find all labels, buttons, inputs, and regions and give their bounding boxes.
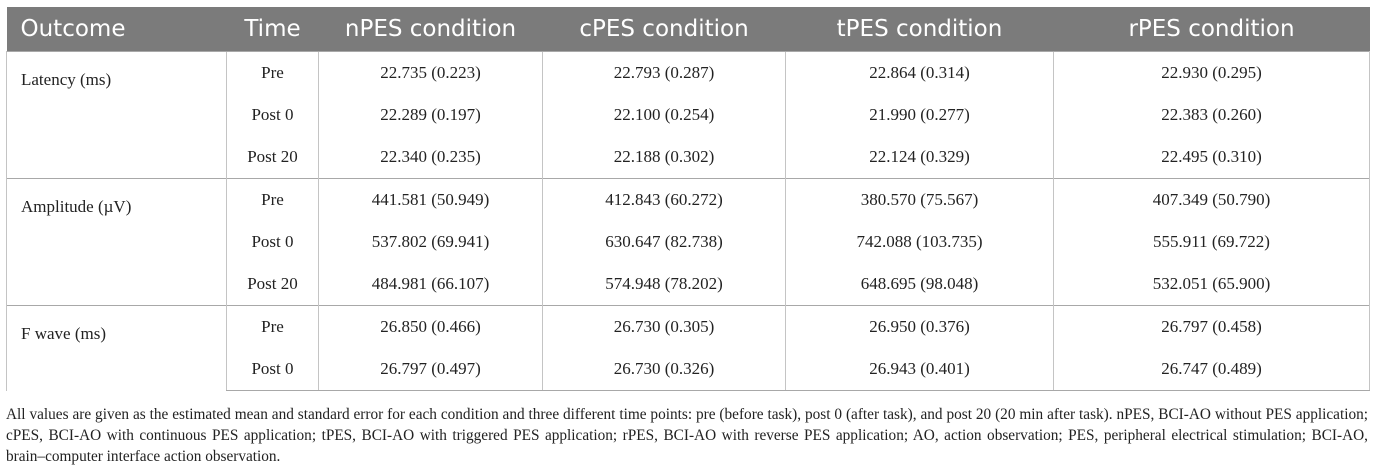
time-cell: Pre	[226, 178, 319, 221]
value-cell: 380.570 (75.567)	[785, 178, 1054, 221]
time-cell: Post 0	[226, 221, 319, 263]
results-table: Outcome Time nPES condition cPES conditi…	[6, 7, 1370, 391]
value-cell: 22.188 (0.302)	[542, 136, 786, 179]
table-row: Post 0 537.802 (69.941) 630.647 (82.738)…	[7, 221, 1370, 263]
value-cell: 22.383 (0.260)	[1053, 94, 1370, 136]
header-outcome: Outcome	[6, 7, 227, 52]
table-footnote: All values are given as the estimated me…	[6, 406, 1368, 465]
value-cell: 630.647 (82.738)	[542, 221, 786, 263]
outcome-label-f-wave: F wave (ms)	[6, 305, 227, 391]
table-row: Post 20 484.981 (66.107) 574.948 (78.202…	[7, 263, 1370, 306]
header-cpes: cPES condition	[542, 7, 786, 52]
value-cell: 26.797 (0.458)	[1053, 305, 1370, 348]
value-cell: 532.051 (65.900)	[1053, 263, 1370, 306]
table-row: Amplitude (µV) Pre 441.581 (50.949) 412.…	[6, 178, 1370, 306]
value-cell: 574.948 (78.202)	[542, 263, 786, 306]
time-cell: Post 20	[226, 263, 319, 306]
value-cell: 21.990 (0.277)	[785, 94, 1054, 136]
value-cell: 22.793 (0.287)	[542, 51, 786, 94]
outcome-label-latency: Latency (ms)	[6, 51, 227, 179]
value-cell: 26.850 (0.466)	[318, 305, 543, 348]
value-cell: 26.747 (0.489)	[1053, 348, 1370, 391]
value-cell: 26.950 (0.376)	[785, 305, 1054, 348]
value-cell: 22.100 (0.254)	[542, 94, 786, 136]
value-cell: 22.864 (0.314)	[785, 51, 1054, 94]
table-row: Post 0 26.797 (0.497) 26.730 (0.326) 26.…	[7, 348, 1370, 391]
table-row: Post 20 22.340 (0.235) 22.188 (0.302) 22…	[7, 136, 1370, 179]
value-cell: 22.340 (0.235)	[318, 136, 543, 179]
value-cell: 555.911 (69.722)	[1053, 221, 1370, 263]
value-cell: 26.797 (0.497)	[318, 348, 543, 391]
value-cell: 22.735 (0.223)	[318, 51, 543, 94]
results-table-container: Outcome Time nPES condition cPES conditi…	[6, 7, 1370, 391]
value-cell: 742.088 (103.735)	[785, 221, 1054, 263]
value-cell: 22.289 (0.197)	[318, 94, 543, 136]
outcome-label-amplitude: Amplitude (µV)	[6, 178, 227, 306]
time-cell: Post 0	[226, 348, 319, 391]
time-cell: Pre	[226, 305, 319, 348]
value-cell: 26.730 (0.305)	[542, 305, 786, 348]
time-cell: Post 0	[226, 94, 319, 136]
value-cell: 412.843 (60.272)	[542, 178, 786, 221]
value-cell: 648.695 (98.048)	[785, 263, 1054, 306]
header-tpes: tPES condition	[785, 7, 1054, 52]
value-cell: 26.730 (0.326)	[542, 348, 786, 391]
table-row: F wave (ms) Pre 26.850 (0.466) 26.730 (0…	[6, 305, 1370, 391]
value-cell: 537.802 (69.941)	[318, 221, 543, 263]
value-cell: 22.495 (0.310)	[1053, 136, 1370, 179]
header-npes: nPES condition	[318, 7, 543, 52]
value-cell: 407.349 (50.790)	[1053, 178, 1370, 221]
value-cell: 441.581 (50.949)	[318, 178, 543, 221]
value-cell: 26.943 (0.401)	[785, 348, 1054, 391]
value-cell: 484.981 (66.107)	[318, 263, 543, 306]
header-rpes: rPES condition	[1053, 7, 1370, 52]
table-row: Post 0 22.289 (0.197) 22.100 (0.254) 21.…	[7, 94, 1370, 136]
header-time: Time	[226, 7, 319, 52]
time-cell: Pre	[226, 51, 319, 94]
value-cell: 22.930 (0.295)	[1053, 51, 1370, 94]
value-cell: 22.124 (0.329)	[785, 136, 1054, 179]
table-header-row: Outcome Time nPES condition cPES conditi…	[6, 7, 1370, 52]
time-cell: Post 20	[226, 136, 319, 179]
table-row: Latency (ms) Pre 22.735 (0.223) 22.793 (…	[6, 51, 1370, 179]
